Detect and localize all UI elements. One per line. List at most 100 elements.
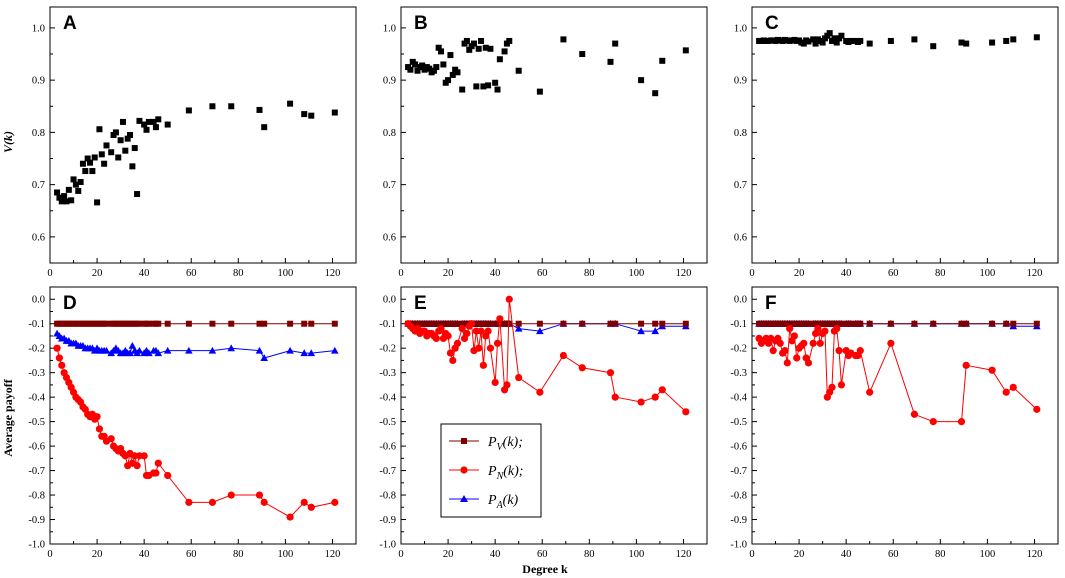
marker-pn [300, 498, 308, 506]
data-point [96, 126, 103, 133]
data-point [831, 35, 838, 42]
data-point [494, 86, 501, 93]
marker-pa [163, 346, 172, 354]
data-point [54, 189, 61, 196]
y-tick-label: -0.3 [730, 368, 747, 379]
y-tick-label: -0.3 [379, 368, 396, 379]
data-point [470, 40, 477, 47]
data-point [433, 64, 440, 71]
data-point [129, 163, 136, 170]
data-point [143, 126, 150, 133]
data-point [72, 181, 79, 188]
legend-label-main: P [487, 493, 497, 508]
marker-pn [929, 418, 937, 426]
y-tick-label: -0.2 [730, 344, 747, 355]
plot-frame [49, 6, 357, 264]
data-point [833, 39, 840, 46]
x-tick-label: 60 [888, 268, 899, 279]
marker-pn [307, 503, 315, 511]
marker-pn [449, 356, 457, 365]
data-point [82, 168, 89, 175]
data-point [84, 155, 91, 162]
data-point [185, 107, 192, 114]
y-tick-label: -0.4 [730, 393, 747, 404]
marker-pn [786, 325, 794, 333]
marker-pa [154, 349, 163, 357]
data-point [805, 38, 812, 45]
marker-pn [227, 491, 235, 499]
marker-pn [536, 388, 544, 396]
marker-pn [463, 329, 471, 338]
x-tick-label: 0 [398, 549, 403, 560]
panel-a: 0 20 40 60 80 100 120 0.6 0.7 0.8 0.9 1.0 A [32, 6, 357, 279]
marker-pv [1003, 320, 1010, 327]
plot-frame [400, 286, 708, 545]
x-tick-label: 40 [841, 549, 852, 560]
panels-layer: 0 20 40 60 80 100 120 0.6 0.7 0.8 0.9 1.0 A 0 20 40 60 80… [28, 6, 1059, 560]
data-point [857, 37, 864, 44]
y-tick-label: -1.0 [730, 540, 747, 551]
panel-letter: A [63, 13, 77, 34]
data-point [228, 103, 235, 110]
marker-pn [781, 347, 789, 355]
y-tick-label: -0.6 [28, 442, 45, 453]
y-axis-title-bottom: Average payoff [1, 378, 15, 456]
data-point [487, 45, 494, 52]
y-tick-label: 0.7 [383, 180, 396, 191]
marker-pv [607, 320, 614, 327]
data-point [127, 132, 134, 138]
data-point [682, 47, 689, 54]
marker-pn [809, 339, 817, 347]
marker-pn [957, 418, 966, 426]
y-tick-label: -0.7 [730, 466, 747, 477]
panel-e: 0 20 40 60 80 100 120 0.0 -0.1 -0.2 -0.3 -0.4 -0.5 -0… [379, 286, 708, 560]
data-point [1003, 37, 1010, 44]
marker-pn [437, 325, 445, 333]
marker-pv [261, 320, 268, 327]
x-tick-label: 20 [92, 268, 103, 279]
data-point [134, 191, 141, 198]
x-tick-label: 60 [537, 268, 548, 279]
marker-pa [227, 344, 236, 352]
data-point [506, 37, 513, 44]
marker-pn [790, 332, 798, 340]
data-point [1010, 36, 1017, 43]
marker-pn [833, 325, 841, 333]
y-tick-label: 0.8 [734, 128, 747, 139]
data-point [77, 179, 84, 186]
marker-pn [578, 364, 586, 372]
marker-pn [611, 393, 619, 401]
x-tick-label: 100 [278, 268, 294, 279]
marker-pv [560, 320, 567, 327]
marker-pv [682, 320, 689, 327]
marker-pn [1009, 383, 1017, 391]
data-point [438, 48, 445, 55]
data-point [331, 109, 338, 116]
marker-pv [887, 320, 894, 327]
data-point [463, 37, 470, 44]
marker-pa [135, 346, 144, 354]
marker-pa [651, 327, 660, 335]
marker-pn [185, 498, 193, 506]
y-tick-label: -0.9 [379, 515, 396, 526]
marker-pn [453, 339, 462, 347]
marker-pn [331, 498, 339, 506]
marker-pn [910, 410, 919, 418]
x-tick-label: 100 [980, 268, 996, 279]
x-tick-label: 100 [629, 549, 645, 560]
x-tick-label: 80 [584, 268, 595, 279]
data-point [887, 37, 894, 44]
y-tick-label: -0.1 [379, 319, 396, 330]
data-point [454, 69, 461, 76]
y-tick-label: 0.9 [734, 76, 747, 87]
legend-marker-square [461, 438, 467, 444]
marker-pv [515, 320, 522, 327]
marker-pn [814, 325, 822, 333]
marker-pv [164, 320, 171, 327]
data-point [440, 61, 447, 68]
data-point [164, 121, 171, 128]
y-tick-label: -0.4 [28, 393, 45, 404]
data-point [101, 160, 108, 167]
y-tick-label: -0.2 [28, 344, 45, 355]
panel-d: 0 20 40 60 80 100 120 0.0 -0.1 -0.2 -0.3 -0.4 -0.5 -0… [28, 286, 357, 560]
